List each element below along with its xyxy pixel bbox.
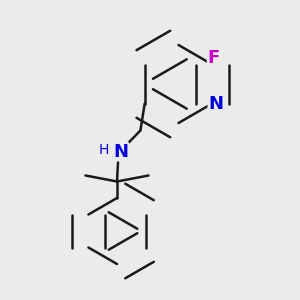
Text: H: H [98, 143, 109, 157]
Text: N: N [208, 94, 224, 112]
Text: N: N [113, 143, 128, 161]
Text: F: F [208, 49, 220, 67]
